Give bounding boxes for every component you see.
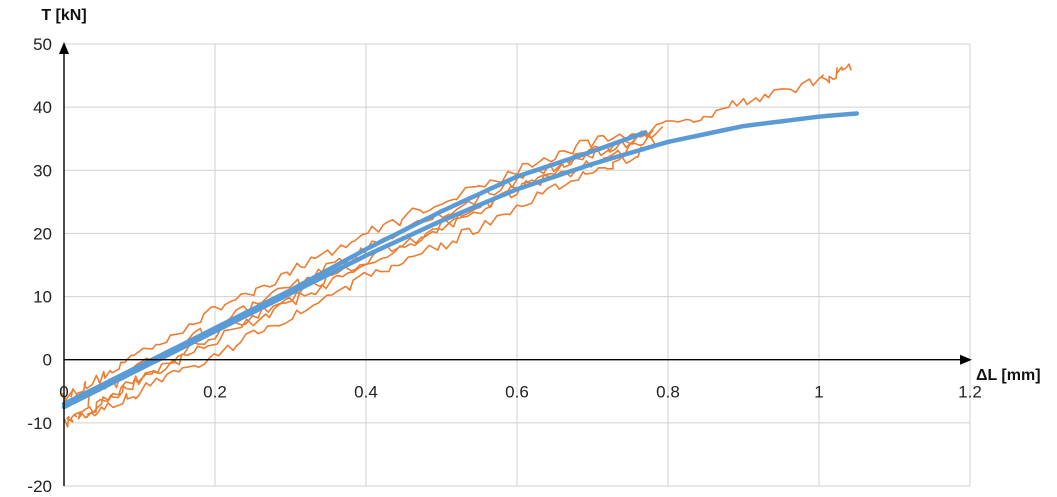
x-tick-label: 1 [814,383,823,402]
axes [59,42,972,486]
experimental-series-line [63,129,654,428]
x-tick-label: 1.2 [958,383,982,402]
grid-lines [64,43,971,487]
y-axis-arrow [59,42,69,54]
x-tick-label: 0 [59,383,68,402]
x-tick-label: 0.4 [354,383,378,402]
experimental-series-line [86,146,645,417]
x-axis-title: ΔL [mm] [976,367,1041,384]
y-tick-label: 10 [33,288,52,307]
y-tick-label: 20 [33,224,52,243]
y-tick-label: 40 [33,98,52,117]
model-series-line [61,130,648,407]
x-tick-label: 0.6 [505,383,529,402]
y-tick-label: 0 [43,351,52,370]
y-axis-title: T [kN] [41,7,86,24]
x-tick-label: 0.8 [656,383,680,402]
series-layer [61,63,860,428]
y-tick-label: -10 [27,414,52,433]
x-tick-label: 0.2 [203,383,227,402]
model-series-line [61,111,860,410]
y-tick-label: 30 [33,161,52,180]
y-tick-label: 50 [33,35,52,54]
y-tick-label: -20 [27,477,52,496]
experimental-series-line [61,63,852,403]
x-axis-arrow [960,354,972,365]
tick-labels: 0 0.2 0.4 0.6 0.8 1 1.2 -20 -10 0 10 20 30 40 50 [27,35,981,496]
